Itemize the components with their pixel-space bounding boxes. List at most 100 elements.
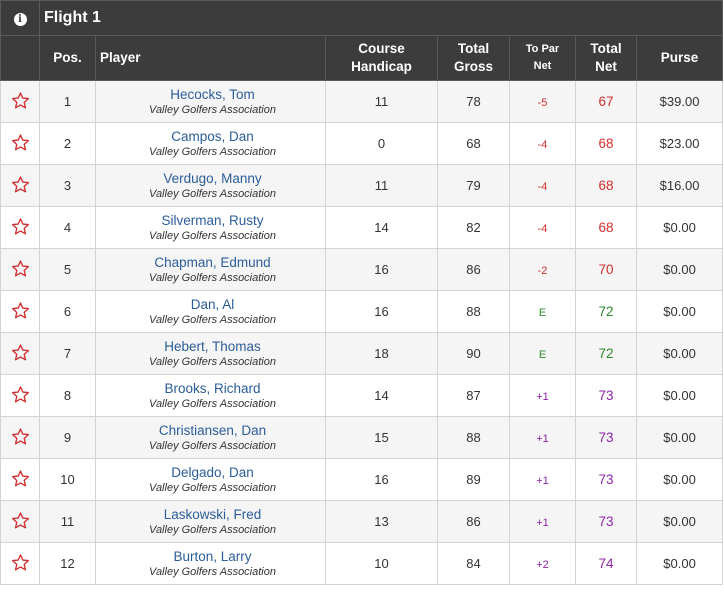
net-cell: 68 [575,164,637,207]
player-name-link[interactable]: Chapman, Edmund [154,254,271,270]
pos-cell: 5 [39,248,96,291]
gross-cell: 78 [437,80,510,123]
player-name-link[interactable]: Dan, Al [190,296,235,312]
table-row: 4 Silverman, Rusty Valley Golfers Associat… [0,206,724,249]
topar-value: +1 [536,517,549,529]
player-name-link[interactable]: Brooks, Richard [164,380,261,396]
table-row: 6 Dan, Al Valley Golfers Association 16 88 E 7… [0,290,724,333]
player-name-link[interactable]: Delgado, Dan [171,464,254,480]
topar-cell: +1 [509,416,576,459]
favorite-cell [0,416,40,459]
player-name-link[interactable]: Verdugo, Manny [163,170,262,186]
favorite-cell [0,500,40,543]
info-button[interactable]: i [0,0,40,36]
handicap-cell: 14 [325,374,438,417]
player-cell: Brooks, Richard Valley Golfers Associatio… [95,374,326,417]
net-cell: 73 [575,458,637,501]
handicap-cell: 10 [325,542,438,585]
pos-cell: 11 [39,500,96,543]
gross-cell: 88 [437,290,510,333]
player-association: Valley Golfers Association [149,481,276,494]
pos-cell: 7 [39,332,96,375]
table-row: 8 Brooks, Richard Valley Golfers Associati… [0,374,724,417]
handicap-cell: 16 [325,248,438,291]
table-row: 7 Hebert, Thomas Valley Golfers Associatio… [0,332,724,375]
player-cell: Hebert, Thomas Valley Golfers Association [95,332,326,375]
star-icon[interactable] [11,217,30,239]
gross-cell: 87 [437,374,510,417]
star-icon[interactable] [11,385,30,407]
flight-title: Flight 1 [44,9,101,26]
net-value: 72 [598,346,614,361]
star-icon[interactable] [11,301,30,323]
topar-cell: -4 [509,206,576,249]
topar-value: E [538,307,547,319]
net-cell: 70 [575,248,637,291]
purse-cell: $0.00 [635,500,724,543]
net-value: 72 [598,304,614,319]
favorite-cell [0,374,40,417]
gross-cell: 86 [437,248,510,291]
star-icon[interactable] [11,511,30,533]
net-cell: 67 [575,80,637,123]
star-icon[interactable] [11,343,30,365]
table-row: 12 Burton, Larry Valley Golfers Associatio… [0,542,724,585]
gross-column-header: Total Gross [437,35,510,81]
player-association: Valley Golfers Association [149,397,276,410]
star-icon[interactable] [11,175,30,197]
handicap-cell: 16 [325,458,438,501]
player-association: Valley Golfers Association [149,439,276,452]
gross-cell: 82 [437,206,510,249]
player-name-link[interactable]: Laskowski, Fred [163,506,262,522]
player-association: Valley Golfers Association [149,187,276,200]
table-row: 1 Hecocks, Tom Valley Golfers Association 1… [0,80,724,123]
star-icon[interactable] [11,259,30,281]
star-icon[interactable] [11,427,30,449]
purse-cell: $0.00 [635,332,724,375]
handicap-cell: 18 [325,332,438,375]
table-row: 3 Verdugo, Manny Valley Golfers Associatio… [0,164,724,207]
player-association: Valley Golfers Association [149,103,276,116]
net-cell: 73 [575,374,637,417]
gross-cell: 79 [437,164,510,207]
pos-cell: 8 [39,374,96,417]
pos-cell: 10 [39,458,96,501]
topar-value: -4 [537,181,548,193]
star-icon[interactable] [11,553,30,575]
topar-column-header: To Par Net [509,35,576,81]
star-icon[interactable] [11,91,30,113]
net-value: 74 [598,556,614,571]
net-cell: 73 [575,416,637,459]
player-name-link[interactable]: Hebert, Thomas [164,338,261,354]
favorite-cell [0,206,40,249]
player-name-link[interactable]: Silverman, Rusty [161,212,264,228]
purse-column-header: Purse [635,35,724,81]
pos-column-header: Pos. [39,35,96,81]
topar-cell: +1 [509,458,576,501]
handicap-cell: 13 [325,500,438,543]
purse-cell: $39.00 [635,80,724,123]
player-name-link[interactable]: Hecocks, Tom [170,86,255,102]
handicap-column-header: Course Handicap [325,35,438,81]
net-value: 68 [598,220,614,235]
pos-cell: 4 [39,206,96,249]
table-row: 11 Laskowski, Fred Valley Golfers Associat… [0,500,724,543]
player-association: Valley Golfers Association [149,145,276,158]
pos-cell: 9 [39,416,96,459]
player-cell: Laskowski, Fred Valley Golfers Associatio… [95,500,326,543]
info-icon: i [13,13,27,26]
net-cell: 72 [575,290,637,333]
star-icon[interactable] [11,469,30,491]
player-cell: Hecocks, Tom Valley Golfers Association [95,80,326,123]
player-name-link[interactable]: Christiansen, Dan [158,422,267,438]
player-cell: Chapman, Edmund Valley Golfers Associatio… [95,248,326,291]
player-name-link[interactable]: Burton, Larry [173,548,252,564]
gross-cell: 90 [437,332,510,375]
player-association: Valley Golfers Association [149,355,276,368]
topar-value: +1 [536,433,549,445]
star-icon[interactable] [11,133,30,155]
topar-value: E [538,349,547,361]
player-name-link[interactable]: Campos, Dan [171,128,254,144]
purse-cell: $0.00 [635,206,724,249]
topar-cell: -5 [509,80,576,123]
